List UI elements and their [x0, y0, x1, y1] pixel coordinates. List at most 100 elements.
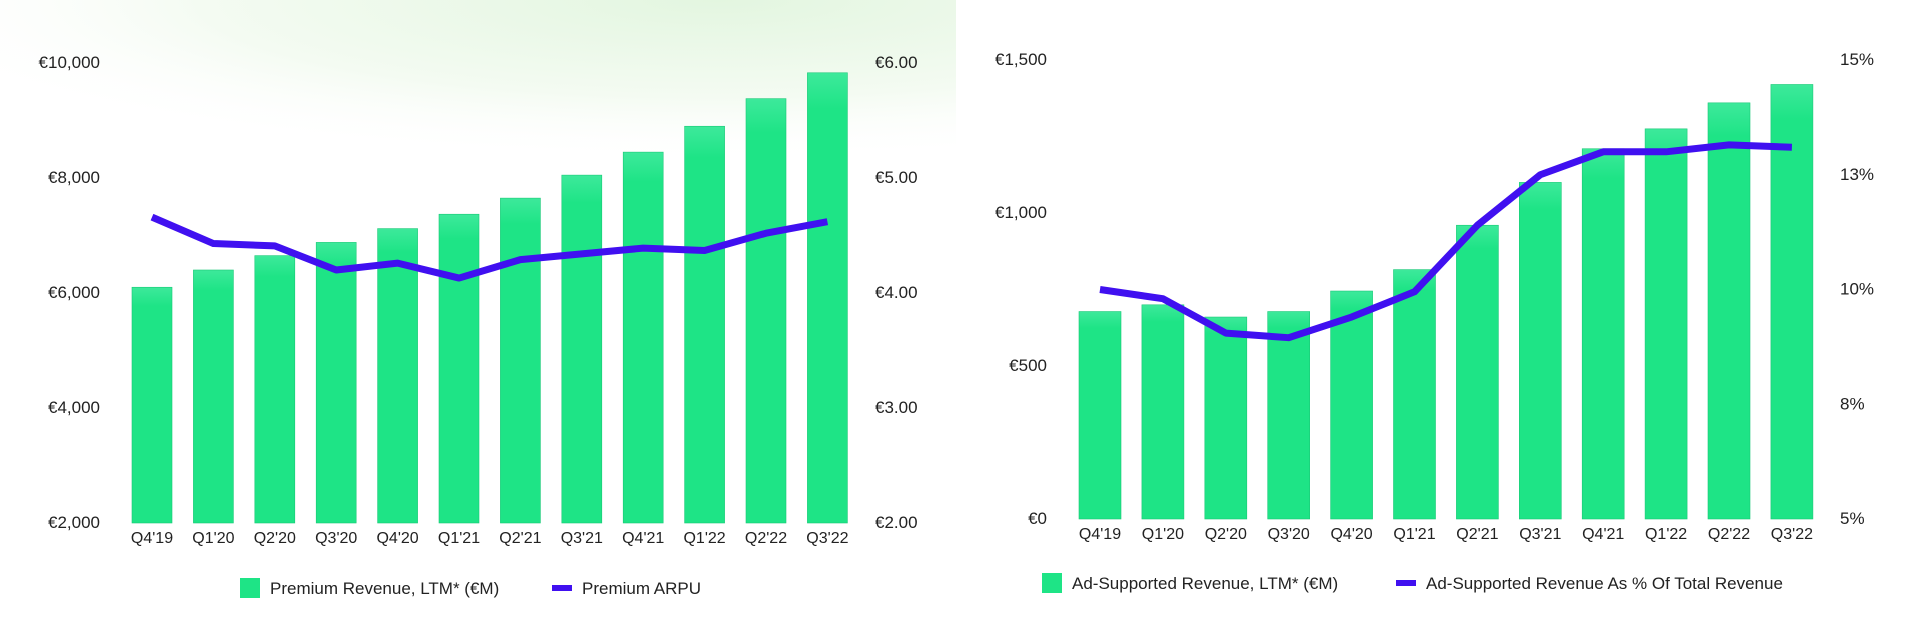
bar	[438, 213, 480, 524]
left-axis-tick-label: €4,000	[48, 398, 100, 417]
x-axis-tick-label: Q2'22	[1708, 526, 1750, 543]
right-axis-tick-label: 5%	[1840, 509, 1865, 528]
legend-line-swatch	[552, 585, 572, 591]
line-point	[520, 259, 521, 260]
line-point	[1729, 144, 1730, 145]
bar	[1330, 290, 1373, 520]
bar	[745, 98, 787, 524]
line-point	[827, 221, 828, 222]
right-axis-tick-label: €3.00	[875, 398, 918, 417]
line-series	[1099, 141, 1793, 342]
line-point	[336, 270, 337, 271]
bar	[315, 242, 357, 524]
line-point	[1225, 333, 1226, 334]
bar	[1141, 304, 1185, 520]
left-axis-tick-label: €1,500	[995, 50, 1047, 69]
right-axis-tick-label: 15%	[1840, 50, 1874, 69]
line-point	[459, 278, 460, 279]
bar	[254, 255, 296, 524]
legend-bar-label: Ad-Supported Revenue, LTM* (€M)	[1072, 574, 1338, 593]
x-axis-tick-label: Q1'22	[1645, 526, 1687, 543]
premium-chart: €2,000 €4,000 €6,000 €8,000 €10,000 €2.00 €3.0…	[39, 53, 918, 598]
x-axis-tick-label: Q1'22	[683, 530, 725, 547]
line-point	[1414, 291, 1415, 292]
bar	[684, 125, 725, 524]
bar	[1267, 311, 1310, 520]
left-axis-tick-label: €2,000	[48, 513, 100, 532]
x-axis-tick-label: Q4'20	[1330, 526, 1372, 543]
x-axis-tick-label: Q2'21	[499, 530, 541, 547]
bar	[377, 228, 418, 524]
legend-bar-swatch	[1042, 573, 1062, 593]
legend-line-label: Premium ARPU	[582, 579, 701, 598]
x-axis-tick-label: Q1'20	[1142, 526, 1184, 543]
line-point	[581, 253, 582, 254]
x-axis-tick-label: Q4'20	[376, 530, 418, 547]
line-point	[1288, 337, 1289, 338]
x-axis-tick-label: Q4'19	[131, 530, 173, 547]
line-point	[766, 233, 767, 234]
right-axis-tick-label: €6.00	[875, 53, 918, 72]
x-axis-tick-label: Q1'21	[1393, 526, 1435, 543]
x-axis-tick-label: Q2'21	[1456, 526, 1498, 543]
line-point	[1162, 298, 1163, 299]
right-axis-tick-label: €5.00	[875, 168, 918, 187]
x-axis-tick-label: Q3'22	[806, 530, 848, 547]
line-point	[1100, 289, 1101, 290]
left-axis-tick-label: €10,000	[39, 53, 100, 72]
bar	[622, 151, 664, 524]
bar	[807, 72, 848, 524]
bar	[1519, 182, 1562, 520]
ad-supported-chart: €0 €500 €1,000 €1,500 5% 8% 10% 13% 15% Q4'19 Q1'2…	[995, 50, 1874, 593]
x-axis-tick-label: Q1'21	[438, 530, 480, 547]
right-axis-tick-label: €2.00	[875, 513, 918, 532]
line-point	[1603, 151, 1604, 152]
bar	[1644, 128, 1688, 520]
x-axis-tick-label: Q4'21	[622, 530, 664, 547]
legend-line-swatch	[1396, 580, 1416, 586]
bar	[1393, 269, 1436, 520]
bar	[193, 269, 234, 524]
right-axis-tick-label: 8%	[1840, 394, 1865, 413]
right-axis-tick-label: 13%	[1840, 165, 1874, 184]
line-point	[397, 263, 398, 264]
line-point	[274, 245, 275, 246]
bar	[1581, 148, 1625, 520]
left-axis-tick-label: €1,000	[995, 203, 1047, 222]
left-axis-tick-label: €8,000	[48, 168, 100, 187]
left-axis-tick-label: €500	[1009, 356, 1047, 375]
x-axis-tick-label: Q4'19	[1079, 526, 1121, 543]
line-point	[1477, 225, 1478, 226]
line-point	[1351, 317, 1352, 318]
x-axis-tick-label: Q3'21	[1519, 526, 1561, 543]
line-point	[704, 250, 705, 251]
legend-line-label: Ad-Supported Revenue As % Of Total Reven…	[1426, 574, 1783, 593]
bar	[1204, 316, 1248, 520]
right-axis-tick-label: €4.00	[875, 283, 918, 302]
x-axis-tick-label: Q1'20	[192, 530, 234, 547]
legend-bar-label: Premium Revenue, LTM* (€M)	[270, 579, 499, 598]
line-point	[1540, 174, 1541, 175]
x-axis-tick-label: Q2'22	[745, 530, 787, 547]
bar	[1770, 84, 1814, 520]
bar	[561, 174, 603, 524]
bar	[131, 286, 173, 524]
x-axis-tick-label: Q3'20	[1268, 526, 1310, 543]
bar	[1456, 224, 1499, 520]
x-axis-tick-label: Q3'20	[315, 530, 357, 547]
line-point	[152, 217, 153, 218]
left-axis-tick-label: €0	[1028, 509, 1047, 528]
left-axis-tick-label: €6,000	[48, 283, 100, 302]
line-point	[1791, 147, 1792, 148]
x-axis-tick-label: Q3'22	[1771, 526, 1813, 543]
bar	[500, 197, 541, 524]
bar	[1078, 311, 1122, 520]
x-axis-tick-label: Q2'20	[1205, 526, 1247, 543]
line-series	[150, 213, 829, 282]
line-point	[213, 243, 214, 244]
bar	[1707, 102, 1751, 520]
x-axis-tick-label: Q2'20	[254, 530, 296, 547]
x-axis-tick-label: Q4'21	[1582, 526, 1624, 543]
